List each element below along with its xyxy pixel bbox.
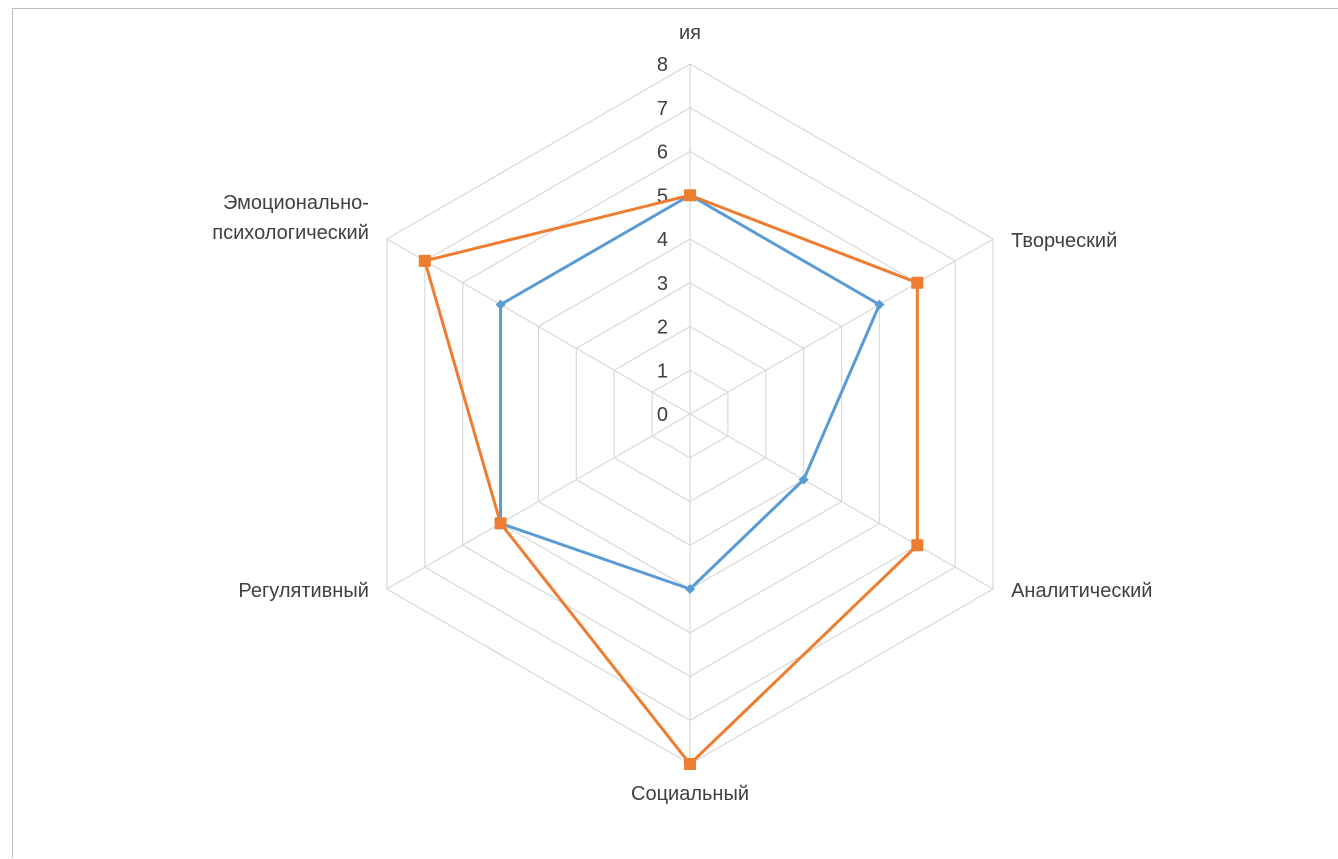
- r-tick-label: 5: [657, 185, 668, 207]
- category-label: Аналитический: [1011, 580, 1152, 602]
- category-label: психологический: [212, 222, 369, 244]
- category-labels: ия Творческий Аналитический Социальный Регул…: [212, 22, 1152, 805]
- data-point-marker: [798, 474, 809, 485]
- radar-chart: 0 1 2 3 4 5 6 7 8 ия Творческий Аналитический Социа…: [212, 22, 1152, 805]
- radial-axis-ticks: 0 1 2 3 4 5 6 7 8: [657, 54, 668, 426]
- r-tick-label: 0: [657, 404, 668, 426]
- data-point-marker: [495, 299, 506, 310]
- r-tick-label: 7: [657, 98, 668, 120]
- data-point-marker: [684, 758, 696, 770]
- category-label: ия: [679, 22, 701, 44]
- category-label: Регулятивный: [238, 580, 369, 602]
- data-series: [418, 189, 924, 770]
- data-point-marker: [911, 539, 924, 552]
- data-point-marker: [911, 276, 924, 289]
- category-label: Творческий: [1011, 230, 1117, 252]
- category-label: Социальный: [631, 783, 749, 805]
- axis-spoke: [386, 238, 691, 415]
- axis-spoke: [689, 413, 994, 590]
- data-point-marker: [685, 584, 695, 594]
- data-point-marker: [418, 254, 431, 267]
- data-point-marker: [874, 299, 885, 310]
- series-line: [423, 193, 919, 766]
- r-tick-label: 3: [657, 273, 668, 295]
- axis-spoke: [386, 413, 691, 590]
- data-point-marker: [494, 517, 507, 530]
- r-tick-label: 6: [657, 142, 668, 164]
- r-tick-label: 1: [657, 360, 668, 382]
- r-tick-label: 8: [657, 54, 668, 76]
- r-tick-label: 2: [657, 317, 668, 339]
- data-point-marker: [684, 189, 696, 202]
- chart-area: 0 1 2 3 4 5 6 7 8 ия Творческий Аналитический Социа…: [12, 8, 1338, 858]
- radar-grid: [386, 63, 994, 765]
- axis-spoke: [689, 238, 994, 415]
- series-2: [418, 189, 924, 770]
- category-label: Эмоционально-: [223, 192, 369, 214]
- r-tick-label: 4: [657, 229, 668, 251]
